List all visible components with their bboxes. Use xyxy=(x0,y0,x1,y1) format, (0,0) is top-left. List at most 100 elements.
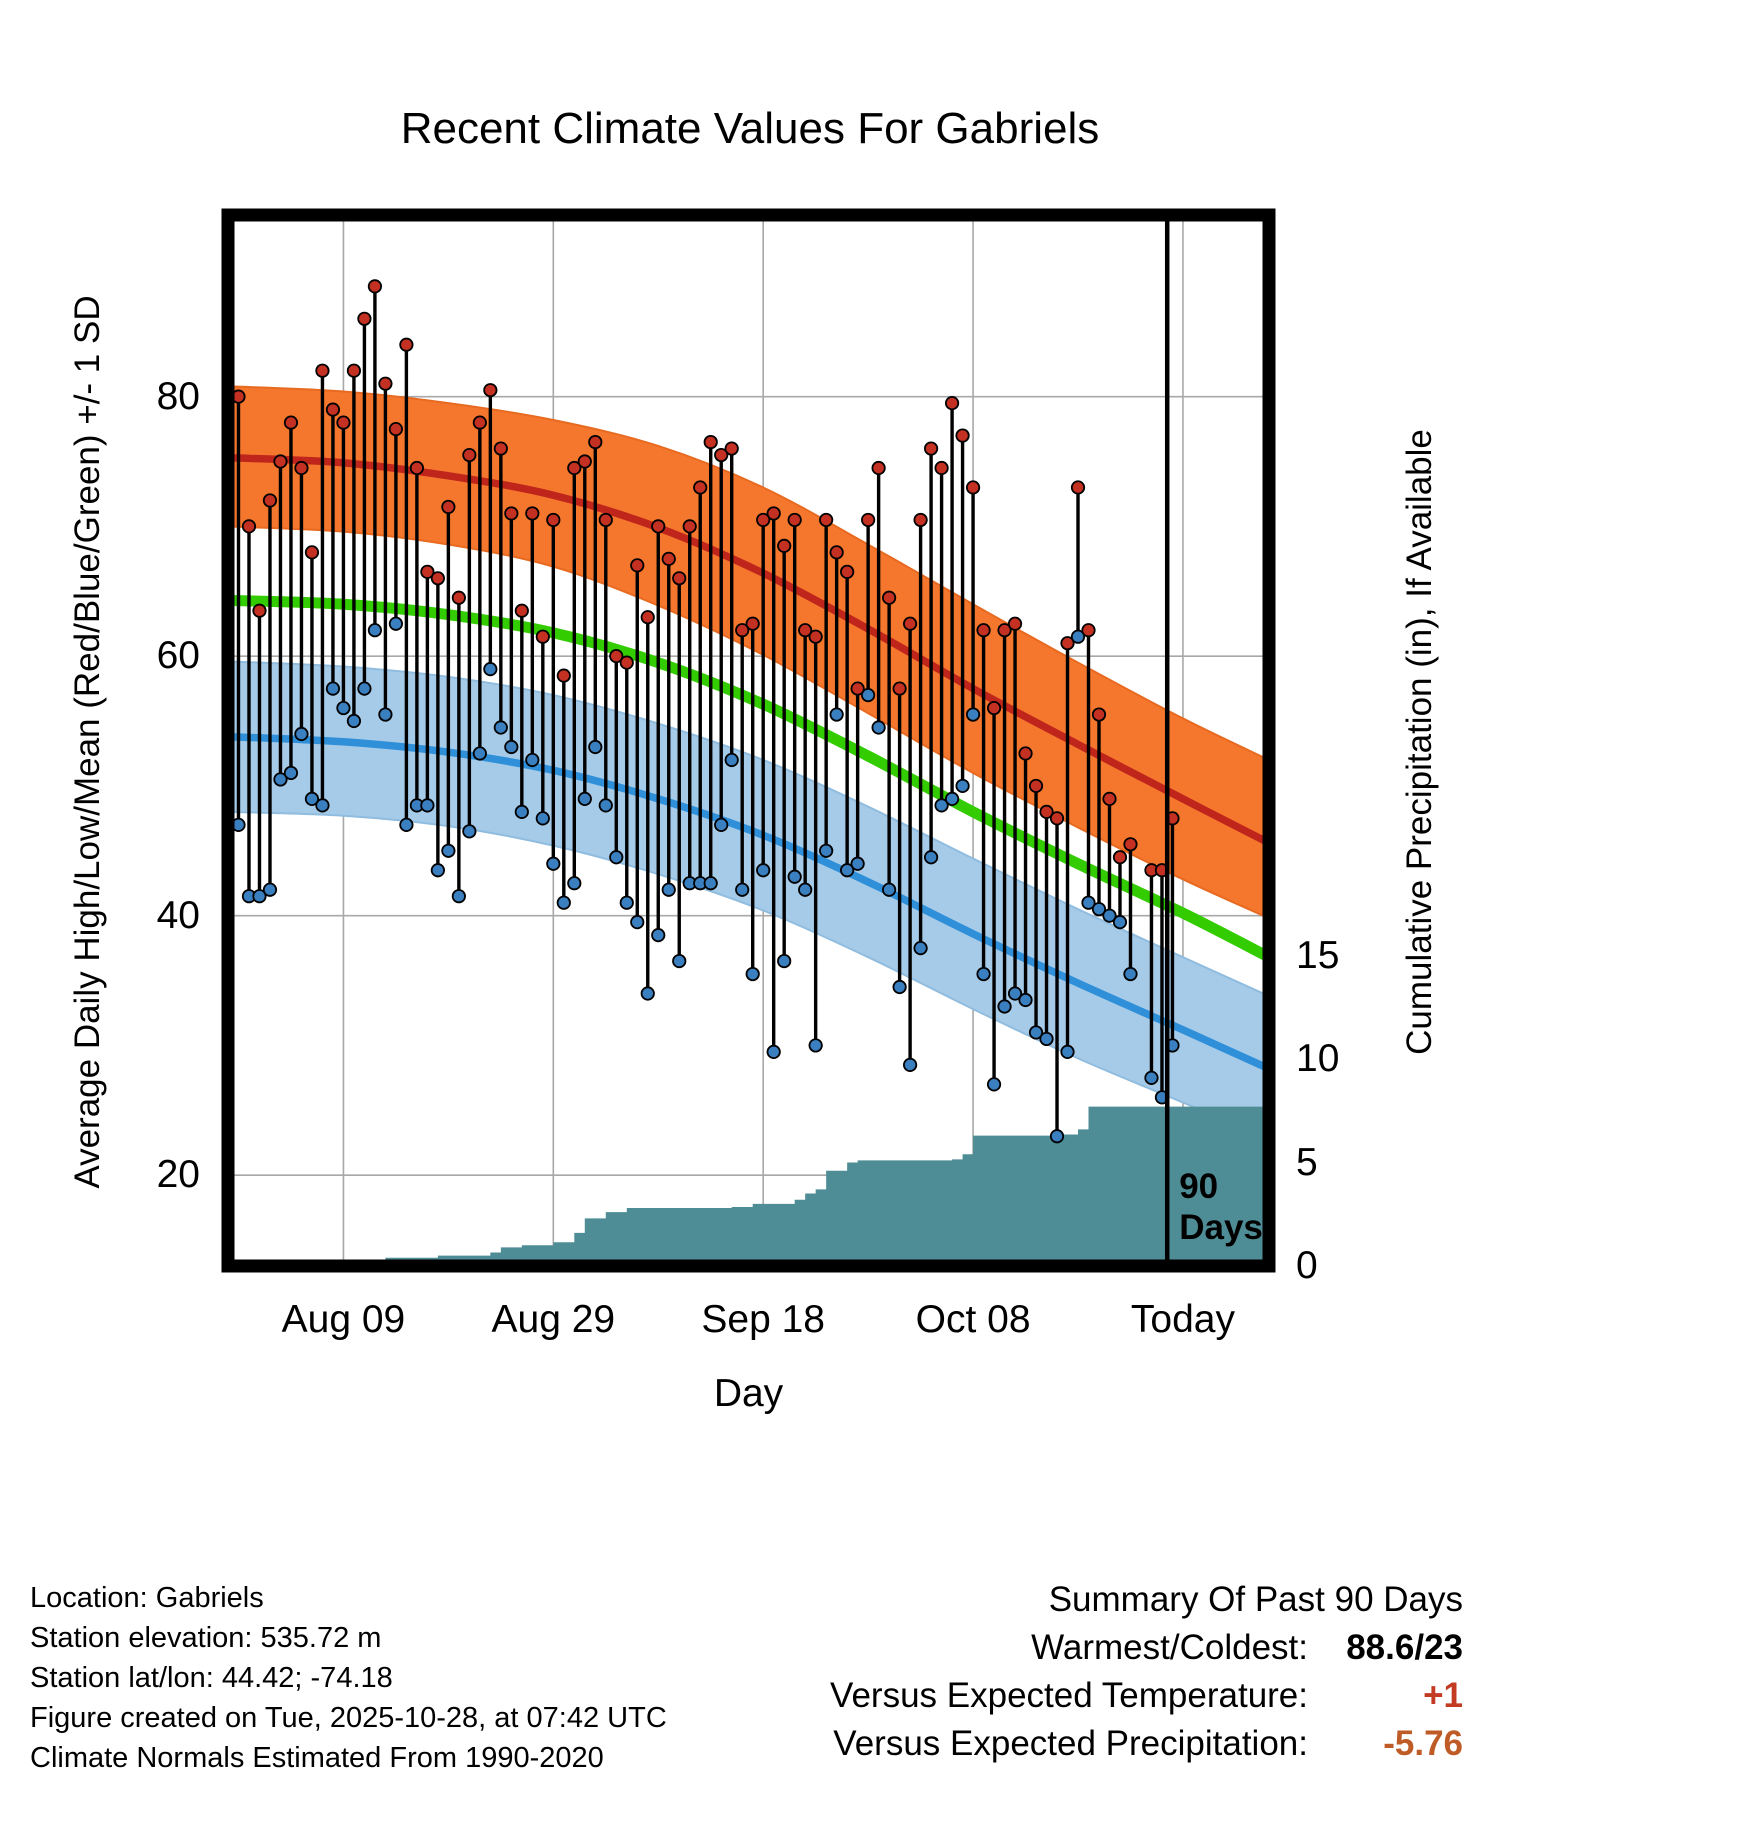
daily-high-dot xyxy=(420,564,435,579)
daily-low-dot xyxy=(672,953,687,969)
daily-low-dot xyxy=(556,895,571,910)
chart-title: Recent Climate Values For Gabriels xyxy=(400,104,1100,153)
daily-high-dot xyxy=(567,460,582,476)
daily-low-dot xyxy=(1060,1044,1075,1060)
daily-high-dot xyxy=(1081,623,1096,638)
warmest-coldest-label: Warmest/Coldest: xyxy=(1031,1628,1308,1667)
daily-low-dot xyxy=(829,707,844,722)
daily-high-dot xyxy=(504,506,519,521)
daily-high-dot xyxy=(399,337,414,352)
daily-low-dot xyxy=(598,798,613,813)
daily-high-dot xyxy=(756,512,771,528)
daily-low-dot xyxy=(955,778,970,794)
daily-low-dot xyxy=(1007,986,1023,1001)
daily-high-dot xyxy=(735,623,750,638)
vs-precipitation-label: Versus Expected Precipitation: xyxy=(833,1724,1308,1763)
daily-low-dot xyxy=(619,895,634,910)
daily-high-dot xyxy=(1039,804,1054,819)
daily-high-dot xyxy=(955,428,970,443)
daily-high-dot xyxy=(262,493,278,508)
x-axis-tick-label: Sep 18 xyxy=(701,1298,825,1341)
y-axis-left-tick-label: 20 xyxy=(156,1153,200,1197)
cumulative-precip-area xyxy=(228,1106,1269,1266)
daily-low-dot xyxy=(651,928,666,943)
daily-high-dot xyxy=(693,480,708,495)
daily-low-dot xyxy=(986,1077,1002,1092)
daily-low-dot xyxy=(451,889,466,904)
footer-latlon: Station lat/lon: 44.42; -74.18 xyxy=(30,1662,393,1694)
daily-high-dot xyxy=(493,441,508,456)
x-axis-tick-label: Aug 29 xyxy=(491,1298,616,1341)
footer-elevation: Station elevation: 535.72 m xyxy=(30,1622,382,1654)
vs-precipitation-value: -5.76 xyxy=(1383,1724,1463,1763)
daily-low-dot xyxy=(283,765,299,781)
daily-low-dot xyxy=(714,817,729,832)
daily-high-dot xyxy=(923,441,939,456)
daily-high-dot xyxy=(840,564,855,579)
daily-high-dot xyxy=(965,480,981,495)
daily-low-dot xyxy=(304,791,320,806)
daily-low-dot xyxy=(819,843,834,858)
daily-low-dot xyxy=(976,966,991,982)
daily-high-dot xyxy=(346,363,362,378)
daily-low-dot xyxy=(703,876,718,891)
daily-stems xyxy=(236,286,1175,1137)
daily-high-dot xyxy=(861,512,876,528)
daily-low-dot xyxy=(577,791,592,806)
daily-high-dot xyxy=(1112,850,1128,865)
daily-high-dot xyxy=(556,668,571,683)
daily-low-dot xyxy=(787,869,802,884)
daily-high-dot xyxy=(1060,636,1075,651)
daily-low-dot xyxy=(1112,915,1128,930)
daily-low-dot xyxy=(546,856,561,871)
daily-low-dot xyxy=(493,720,508,735)
warmest-coldest-value: 88.6/23 xyxy=(1346,1628,1463,1667)
daily-high-dot xyxy=(976,623,991,638)
daily-high-dot xyxy=(871,460,886,476)
daily-low-dot xyxy=(472,746,487,761)
daily-high-dot xyxy=(273,454,288,469)
x-axis-tick-label: Aug 09 xyxy=(281,1298,406,1341)
daily-high-dot xyxy=(819,512,834,528)
daily-high-dot xyxy=(598,512,613,528)
daily-high-dot xyxy=(588,434,603,450)
daily-high-dot xyxy=(630,558,645,573)
daily-low-dot xyxy=(262,882,278,897)
daily-high-dot xyxy=(745,616,760,631)
daily-low-dot xyxy=(325,681,341,696)
daily-low-dot xyxy=(808,1038,823,1053)
daily-high-dot xyxy=(283,415,299,430)
x-axis-tick-label: Oct 08 xyxy=(915,1298,1031,1341)
daily-high-dot xyxy=(913,512,928,528)
daily-high-dot xyxy=(619,655,634,670)
daily-low-dot xyxy=(315,798,330,813)
daily-high-dot xyxy=(535,629,550,644)
daily-low-dot xyxy=(1123,966,1138,982)
daily-low-dot xyxy=(777,953,792,969)
daily-low-dot xyxy=(483,662,498,677)
daily-low-dot xyxy=(514,804,529,819)
daily-low-dot xyxy=(378,707,393,722)
x-axis-label: Day xyxy=(713,1372,784,1415)
summary-title: Summary Of Past 90 Days xyxy=(830,1576,1463,1624)
summary-row-vs-temperature: Versus Expected Temperature: +1 xyxy=(830,1672,1463,1720)
daily-high-dot xyxy=(882,590,897,605)
daily-low-dot xyxy=(420,798,435,813)
daily-high-dot xyxy=(777,538,792,553)
daily-low-dot xyxy=(504,739,519,755)
y-axis-left-tick-label: 60 xyxy=(156,634,200,678)
daily-high-dot xyxy=(252,603,267,618)
daily-low-dot xyxy=(871,720,886,735)
daily-low-dot xyxy=(294,726,309,742)
daily-high-dot xyxy=(367,279,383,294)
footer-created: Figure created on Tue, 2025-10-28, at 07… xyxy=(30,1702,667,1734)
daily-high-dot xyxy=(703,434,718,450)
daily-high-dot xyxy=(1102,791,1117,806)
daily-high-dot xyxy=(808,629,823,644)
daily-low-dot xyxy=(798,882,813,897)
daily-high-dot xyxy=(850,681,865,696)
daily-high-dot xyxy=(514,603,529,618)
y-axis-right-tick-label: 10 xyxy=(1296,1037,1340,1080)
summary-row-vs-precipitation: Versus Expected Precipitation: -5.76 xyxy=(830,1720,1463,1768)
daily-low-dot xyxy=(923,850,939,865)
